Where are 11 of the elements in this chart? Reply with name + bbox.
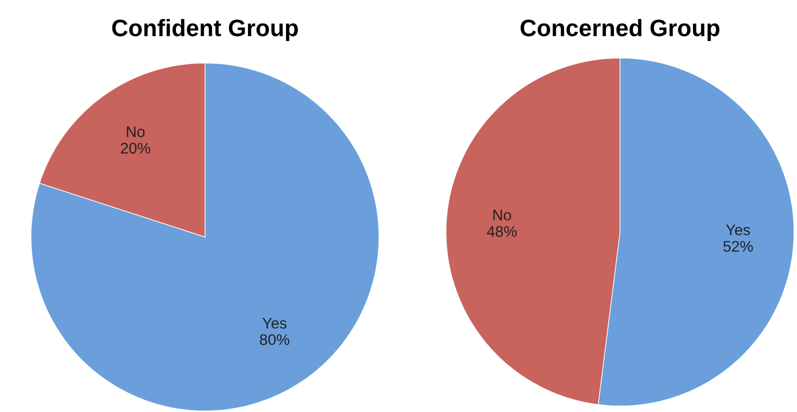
data-label: 48% bbox=[486, 226, 517, 237]
data-label: 52% bbox=[723, 240, 753, 252]
pie-slice bbox=[30, 62, 380, 412]
data-label: 20% bbox=[120, 142, 150, 154]
slice-label: Yes bbox=[262, 318, 286, 329]
slice-label: No bbox=[126, 126, 145, 138]
data-label: 80% bbox=[260, 334, 290, 346]
slice-label: No bbox=[493, 210, 512, 220]
chart-title: Confident Group bbox=[112, 18, 298, 42]
slice-label: Yes bbox=[726, 224, 750, 236]
chart-title: Concerned Group bbox=[520, 18, 720, 42]
